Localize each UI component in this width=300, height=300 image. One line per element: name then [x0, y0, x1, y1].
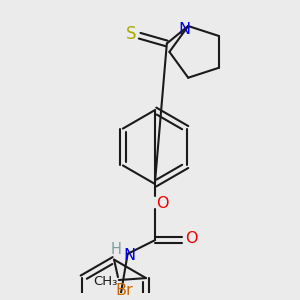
Text: S: S — [126, 25, 136, 43]
Text: O: O — [185, 231, 198, 246]
Text: O: O — [156, 196, 169, 211]
Text: Br: Br — [115, 283, 133, 298]
Text: H: H — [111, 242, 122, 257]
Text: N: N — [124, 248, 136, 263]
Text: N: N — [178, 22, 190, 38]
Text: CH₃: CH₃ — [93, 274, 117, 287]
